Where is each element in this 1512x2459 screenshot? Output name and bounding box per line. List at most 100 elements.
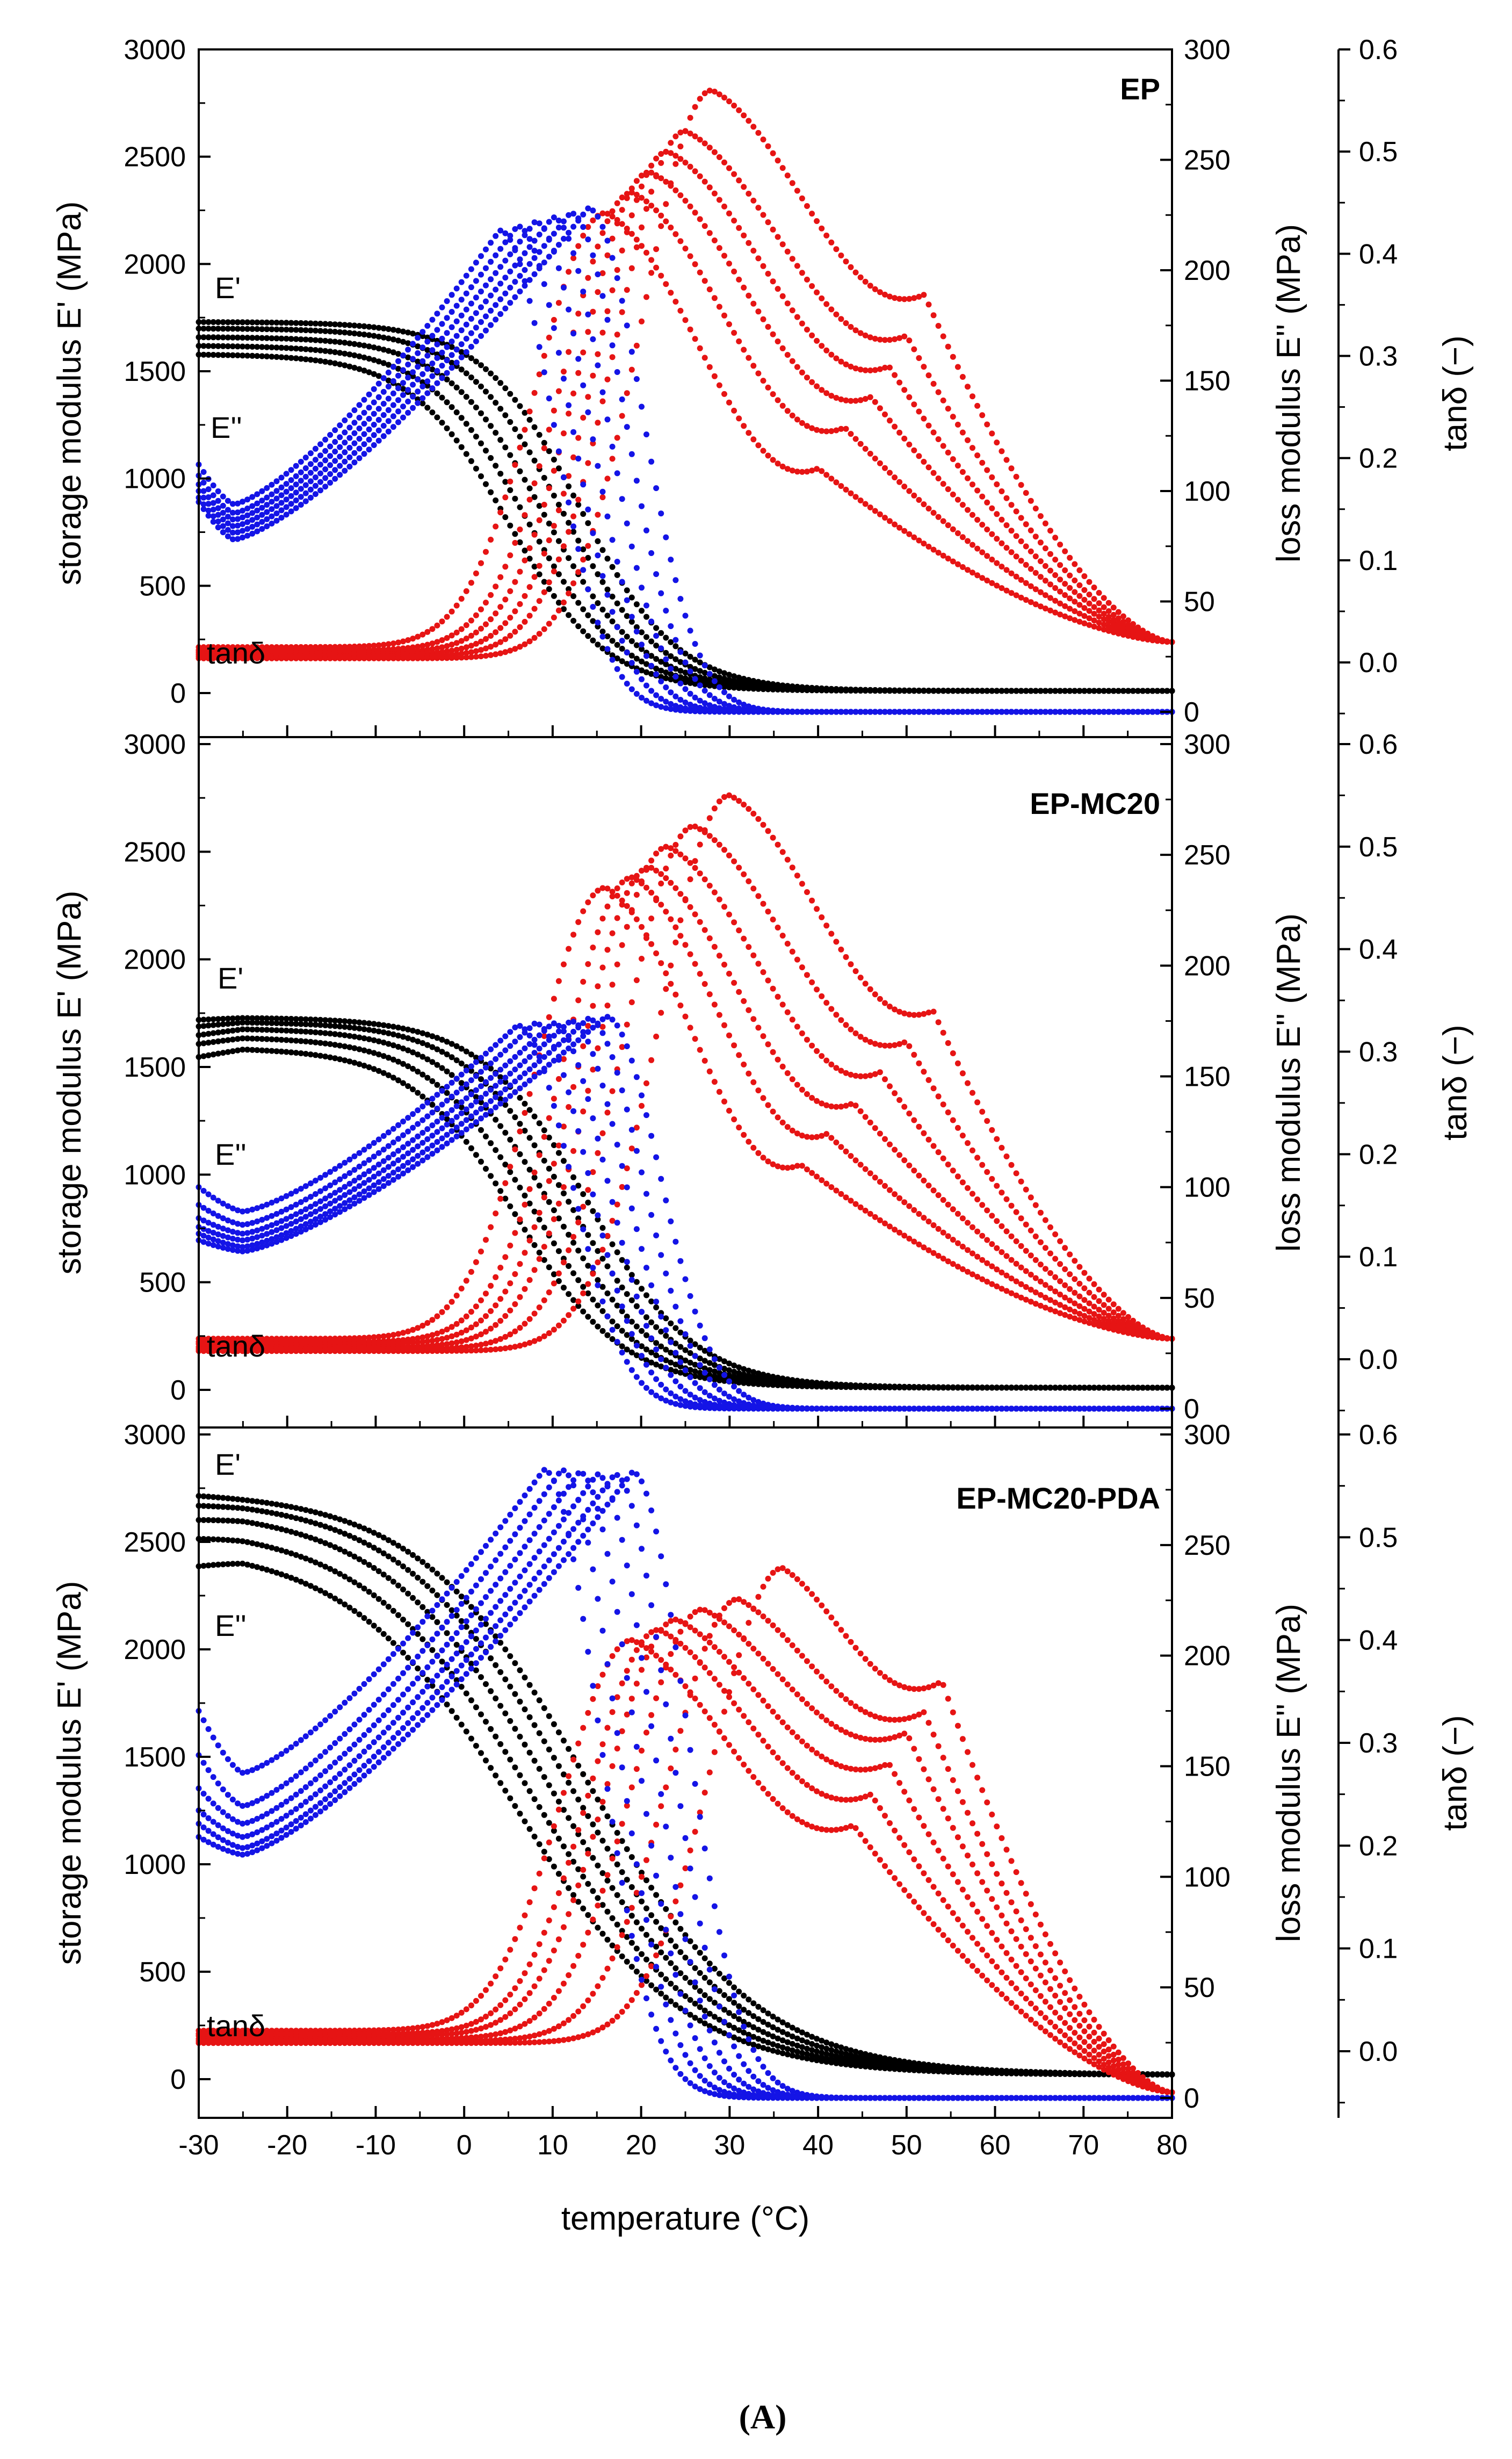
ep-storage-point xyxy=(380,347,387,353)
ep-tan-point xyxy=(828,393,835,399)
ep-loss-point xyxy=(298,478,304,484)
ep-loss-point xyxy=(668,689,674,696)
ep-storage-point xyxy=(288,345,294,351)
ep-mc20-tan-point xyxy=(546,1014,552,1020)
ep-storage-point xyxy=(531,424,538,430)
ep-mc20-tan-point xyxy=(833,1140,840,1145)
ep-tan-point xyxy=(954,364,961,370)
ep-loss-point xyxy=(633,668,640,675)
ep-storage-point xyxy=(468,458,474,464)
ep-loss-point xyxy=(361,441,367,448)
ep-tan-point xyxy=(682,246,689,252)
ep-mc20-tan-point xyxy=(478,1249,484,1254)
ep-storage-point xyxy=(254,319,261,326)
ep-tan-tick-label: 0.3 xyxy=(1359,341,1398,372)
ep-loss-point xyxy=(551,325,557,331)
ep-loss-point xyxy=(458,297,465,303)
ep-tan-point xyxy=(1081,573,1088,579)
ep-loss-point xyxy=(351,459,358,466)
ep-tan-point xyxy=(575,496,582,503)
ep-tan-point xyxy=(507,478,513,485)
ep-tan-point xyxy=(1003,522,1010,529)
ep-tan-point xyxy=(1023,490,1029,496)
ep-loss-point xyxy=(575,546,582,552)
ep-storage-point xyxy=(639,608,645,614)
ep-tan-point xyxy=(970,542,975,548)
ep-mc20-tan-point xyxy=(970,1250,975,1257)
ep-tan-point xyxy=(950,491,956,497)
ep-tan-point xyxy=(1023,561,1029,568)
ep-loss-point xyxy=(604,316,611,323)
ep-loss-point xyxy=(288,493,294,499)
ep-storage-point xyxy=(643,669,649,675)
ep-tan-point xyxy=(473,640,479,647)
ep-storage-point xyxy=(424,405,431,411)
ep-tan-point xyxy=(633,191,640,198)
ep-loss-point xyxy=(590,207,596,214)
ep-mc20-storage-point xyxy=(517,1185,523,1191)
ep-tan-point xyxy=(595,243,601,250)
ep-mc20-tan-point xyxy=(838,1191,844,1197)
ep-mc20-storage-point xyxy=(522,1192,528,1199)
ep-storage-point xyxy=(1101,688,1107,694)
ep-tan-point xyxy=(965,567,971,573)
ep-storage-point xyxy=(877,687,883,694)
ep-loss-point xyxy=(653,571,660,578)
ep-tan-point xyxy=(741,347,747,353)
ep-storage-point xyxy=(628,618,635,625)
ep-tan-point xyxy=(439,644,445,651)
ep-loss-point xyxy=(570,330,577,337)
ep-loss-point xyxy=(614,369,620,375)
ep-tan-point xyxy=(921,364,927,370)
ep-loss-point xyxy=(536,232,542,237)
ep-tan-point xyxy=(794,468,800,475)
ep-loss-point xyxy=(541,281,547,287)
ep-tan-point xyxy=(541,352,547,359)
ep-storage-point xyxy=(312,320,319,327)
ep-loss-point xyxy=(385,428,392,435)
ep-mc20-storage-point xyxy=(517,1121,523,1127)
ep-mc20-storage-point xyxy=(419,1071,426,1078)
ep-tan-point xyxy=(1023,580,1029,586)
ep-loss-point xyxy=(448,352,455,358)
ep-storage-point xyxy=(692,666,698,672)
ep-mc20-tan-point xyxy=(551,1095,557,1102)
ep-loss-point xyxy=(380,423,387,429)
ep-loss-point xyxy=(497,264,504,270)
ep-tan-point xyxy=(614,200,620,206)
ep-tan-point xyxy=(726,210,732,217)
ep-tan-point xyxy=(536,371,542,378)
ep-loss-point xyxy=(410,369,416,376)
ep-loss-point xyxy=(351,440,358,446)
ep-tan-point xyxy=(1062,567,1068,573)
ep-tan-point xyxy=(994,511,1000,517)
ep-tan-point xyxy=(706,145,713,151)
ep-tan-point xyxy=(843,361,849,367)
ep-tan-point xyxy=(857,274,864,280)
ep-storage-point xyxy=(526,485,533,492)
ep-mc20-storage-point xyxy=(410,1086,416,1093)
ep-storage-point xyxy=(332,321,338,328)
ep-loss-point xyxy=(502,257,509,264)
ep-tan-point xyxy=(1028,583,1034,589)
ep-tan-point xyxy=(429,640,436,647)
ep-storage-point xyxy=(448,359,455,366)
ep-storage-point xyxy=(240,326,245,332)
ep-storage-point xyxy=(366,356,372,362)
ep-mc20-tan-point xyxy=(765,1102,771,1108)
ep-mc20-tan-point xyxy=(668,916,674,922)
ep-tan-point xyxy=(935,436,942,442)
ep-loss-point xyxy=(458,312,465,319)
ep-tan-point xyxy=(390,640,396,647)
ep-mc20-storage-point xyxy=(570,1239,577,1246)
ep-storage-point xyxy=(312,337,319,343)
ep-loss-point xyxy=(448,309,455,315)
ep-storage-point xyxy=(249,343,256,350)
ep-tan-point xyxy=(609,456,616,462)
ep-loss-point xyxy=(628,660,635,666)
ep-loss-point xyxy=(453,285,460,292)
ep-loss-point xyxy=(453,333,460,339)
ep-loss-point xyxy=(371,432,377,438)
ep-loss-point xyxy=(561,235,567,242)
ep-tan-point xyxy=(599,270,606,276)
